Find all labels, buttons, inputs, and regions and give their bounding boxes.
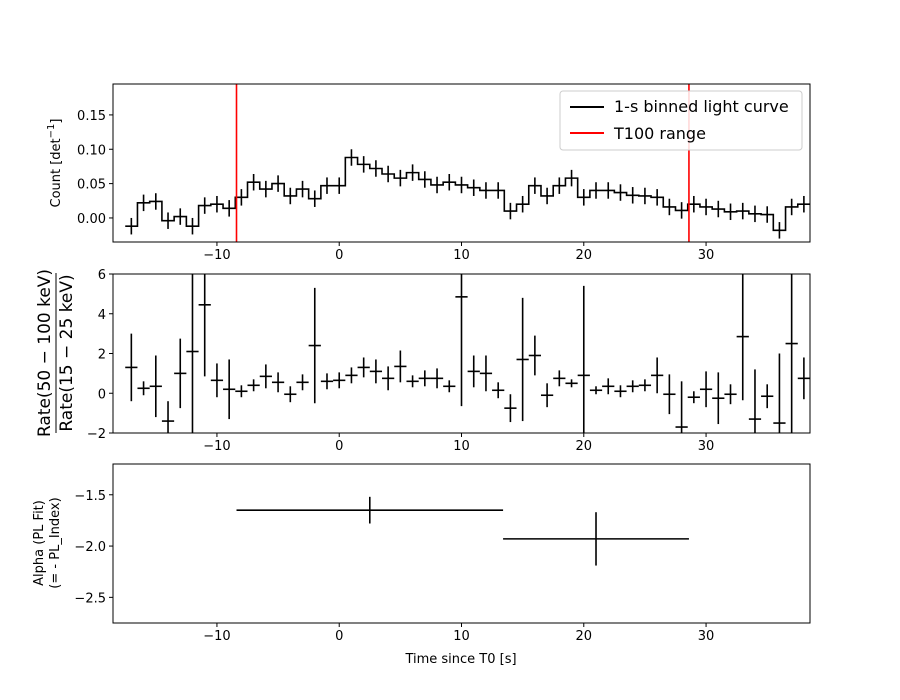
y-tick-label: −1.5	[74, 489, 106, 504]
y-tick-label: −2	[87, 427, 106, 442]
legend-label-light-curve: 1-s binned light curve	[614, 97, 789, 116]
hardness-y-label: Rate(50 − 100 keV) Rate(15 − 25 keV)	[35, 269, 77, 437]
panel-light-curve: −10 0 10 20 30 0.000.050.100.15 Count [det−1…	[46, 83, 811, 263]
x-tick-label: 30	[698, 439, 715, 454]
panel-alpha: −10 0 10 20 30 −2.5 −2.0 −1.5 Alpha (PL Fit) (…	[32, 463, 811, 667]
alpha-plot-area	[236, 496, 689, 566]
y-tick-label: −2.0	[74, 540, 106, 555]
panel-hardness-ratio: −10 0 10 20 30 −2 0 2 4 6 Rate(50 − 100 keV) Rat…	[35, 268, 811, 454]
x-tick-label: 0	[335, 629, 343, 644]
alpha-y-label-line2: (= - PL_Index)	[48, 497, 63, 588]
y-tick-label: 0	[98, 387, 106, 402]
alpha-y-label-line1: Alpha (PL Fit)	[32, 500, 47, 586]
hardness-y-label-denominator: Rate(15 − 25 keV)	[57, 274, 77, 431]
x-tick-label: 20	[576, 439, 593, 454]
y-tick-label: 0.05	[77, 178, 106, 193]
light-curve-step-line	[125, 156, 810, 232]
x-tick-label: −10	[203, 439, 230, 454]
x-axis-label: Time since T0 [s]	[404, 652, 516, 667]
hardness-y-ticks: −2 0 2 4 6	[87, 268, 113, 442]
alpha-y-ticks: −2.5 −2.0 −1.5	[74, 489, 113, 606]
x-tick-label: 0	[335, 248, 343, 263]
y-tick-label: 0.15	[77, 109, 106, 124]
light-curve-y-label-main: Count [det	[49, 138, 64, 207]
x-tick-label: 30	[698, 248, 715, 263]
hardness-x-ticks: −10 0 10 20 30	[203, 433, 714, 454]
x-tick-label: 10	[453, 248, 470, 263]
x-tick-label: −10	[203, 248, 230, 263]
light-curve-plot-area	[125, 84, 810, 242]
light-curve-y-label: Count [det−1]	[46, 119, 64, 208]
light-curve-x-ticks: −10 0 10 20 30	[203, 242, 714, 263]
y-tick-label: 0.00	[77, 212, 106, 227]
y-tick-label: 4	[98, 308, 106, 323]
y-tick-label: −2.5	[74, 591, 106, 606]
y-tick-label: 6	[98, 268, 106, 283]
x-tick-label: 10	[453, 439, 470, 454]
x-tick-label: 30	[698, 629, 715, 644]
x-tick-label: 10	[453, 629, 470, 644]
x-tick-label: 20	[576, 629, 593, 644]
x-tick-label: −10	[203, 629, 230, 644]
light-curve-y-ticks: 0.00 0.05 0.10 0.15	[77, 109, 113, 227]
y-tick-label: 2	[98, 348, 106, 363]
light-curve-y-label-end: ]	[49, 119, 64, 124]
legend-box	[559, 90, 803, 151]
light-curve-y-label-sup: −1	[46, 124, 57, 139]
alpha-axes-frame	[112, 463, 811, 624]
alpha-x-ticks: −10 0 10 20 30	[203, 623, 714, 644]
y-tick-label: 0.10	[77, 143, 106, 158]
legend-label-t100: T100 range	[613, 124, 706, 143]
x-tick-label: 0	[335, 439, 343, 454]
hardness-y-label-numerator: Rate(50 − 100 keV)	[35, 269, 55, 437]
legend: 1-s binned light curve T100 range	[559, 90, 803, 151]
hardness-plot-area	[125, 274, 810, 433]
x-tick-label: 20	[576, 248, 593, 263]
